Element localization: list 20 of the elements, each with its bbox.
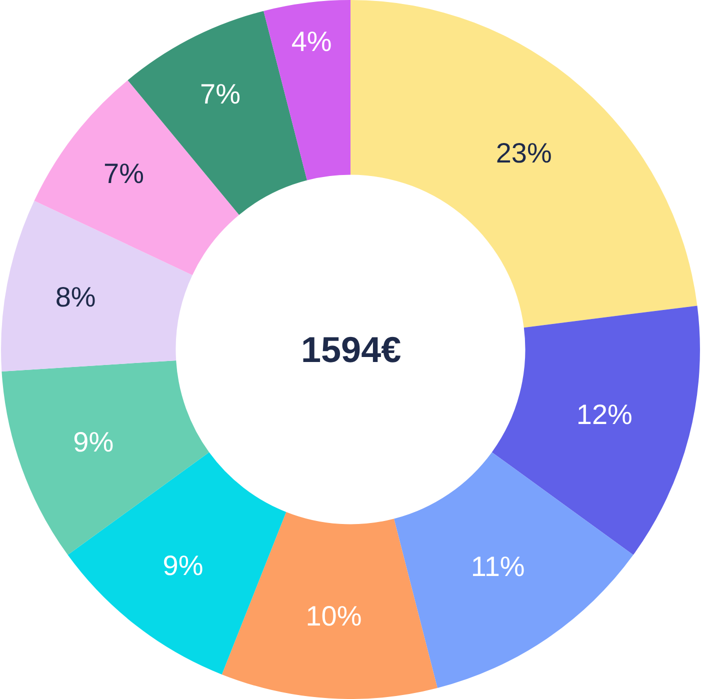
data-label: 7% [104,158,144,190]
donut-slice [2,360,210,555]
data-label: 9% [73,426,114,458]
data-label: 23% [496,137,552,168]
data-label: 7% [200,78,240,110]
data-label: 8% [55,282,96,313]
data-label: 12% [576,399,632,430]
donut-slice [34,80,240,276]
data-label: 4% [291,26,332,57]
donut-slice [492,306,700,555]
donut-slice [68,452,286,674]
donut-slice [394,452,634,688]
data-label: 9% [162,550,204,581]
donut-slice [350,0,698,328]
data-label: 11% [470,550,525,582]
text: 1594€ [301,329,402,370]
data-label: 10% [306,600,362,632]
donut-slice [264,0,350,180]
donut-slice [2,200,192,372]
donut-slice [222,512,438,699]
